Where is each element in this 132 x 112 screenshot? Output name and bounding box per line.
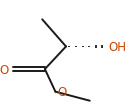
- Text: O: O: [57, 85, 67, 98]
- Text: OH: OH: [108, 41, 126, 54]
- Text: O: O: [0, 63, 9, 76]
